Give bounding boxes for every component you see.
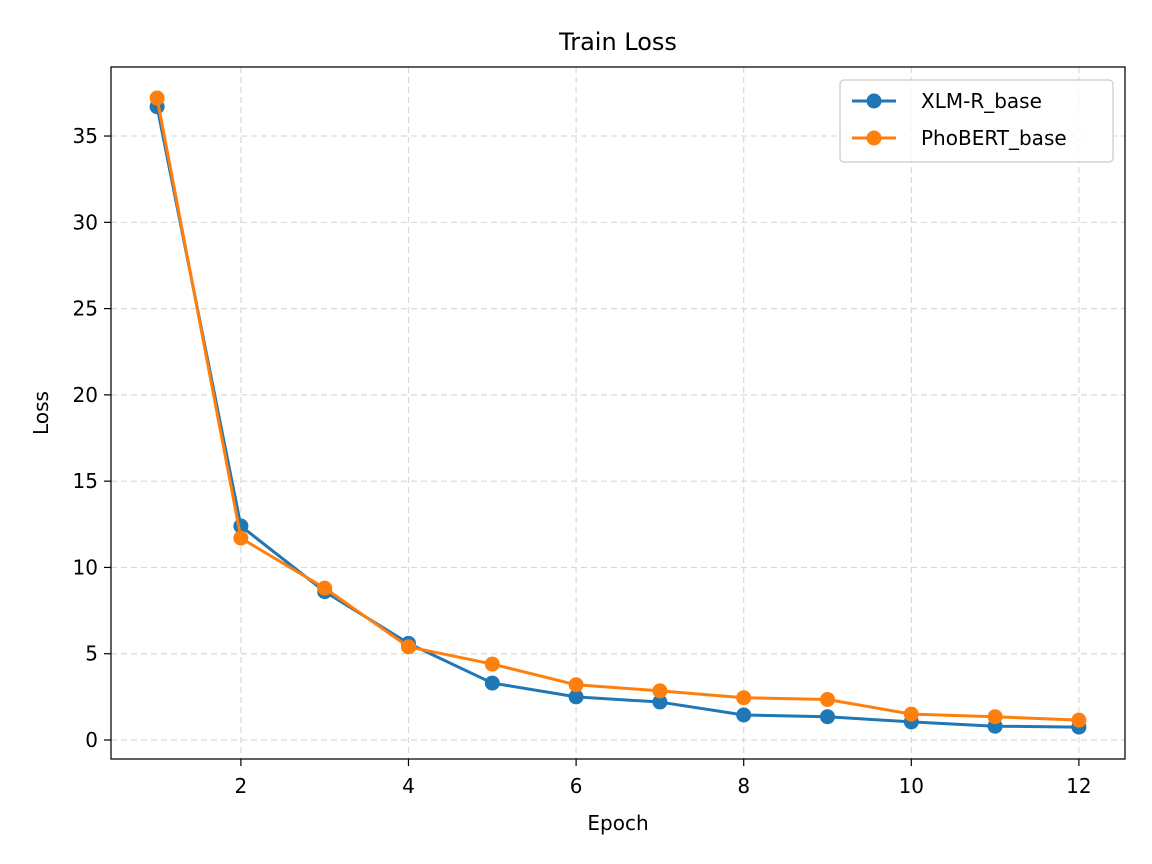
y-tick-label: 20	[73, 383, 98, 407]
data-point	[987, 709, 1003, 725]
data-point	[568, 689, 584, 705]
data-point	[903, 706, 919, 722]
x-axis-title: Epoch	[587, 811, 648, 835]
x-tick-label: 4	[402, 774, 415, 798]
series-layer	[149, 90, 1087, 735]
y-tick-label: 30	[73, 210, 98, 234]
y-tick-label: 10	[73, 555, 98, 579]
x-tick-label: 6	[570, 774, 583, 798]
legend-label: XLM-R_base	[921, 89, 1042, 113]
data-point	[736, 690, 752, 706]
legend-label: PhoBERT_base	[921, 126, 1067, 150]
legend-marker	[866, 130, 882, 146]
x-tick-label: 8	[737, 774, 750, 798]
legend-box	[839, 79, 1114, 163]
grid-lines	[111, 67, 1125, 759]
data-point	[149, 90, 165, 106]
chart-title: Train Loss	[558, 28, 677, 56]
y-tick-label: 5	[85, 642, 98, 666]
data-point	[400, 639, 416, 655]
data-point	[652, 683, 668, 699]
x-tick-label: 2	[235, 774, 248, 798]
legend-entry: PhoBERT_base	[852, 126, 1067, 150]
data-point	[820, 709, 836, 725]
x-tick-label: 12	[1066, 774, 1091, 798]
data-point	[1071, 712, 1087, 728]
data-point	[568, 677, 584, 693]
data-point	[820, 691, 836, 707]
legend-marker	[866, 93, 882, 109]
data-point	[484, 656, 500, 672]
data-point	[233, 530, 249, 546]
y-tick-label: 35	[73, 124, 98, 148]
y-tick-label: 25	[73, 297, 98, 321]
series-1	[149, 90, 1087, 728]
legend: XLM-R_base PhoBERT_base	[839, 79, 1114, 163]
y-tick-label: 0	[85, 728, 98, 752]
data-point	[652, 694, 668, 710]
x-axis: 2 4 6 8 10 12	[235, 759, 1092, 798]
series-line	[155, 97, 1079, 722]
data-point	[484, 675, 500, 691]
legend-entry: XLM-R_base	[852, 89, 1042, 113]
y-tick-label: 15	[73, 469, 98, 493]
data-point	[317, 580, 333, 596]
y-axis-title: Loss	[29, 391, 53, 435]
x-tick-label: 10	[899, 774, 924, 798]
data-point	[736, 707, 752, 723]
legend-entries: XLM-R_base PhoBERT_base	[852, 89, 1067, 150]
plot-frame	[110, 66, 1126, 760]
y-axis: 0 5 10 15 20 25 30 35	[73, 124, 111, 752]
